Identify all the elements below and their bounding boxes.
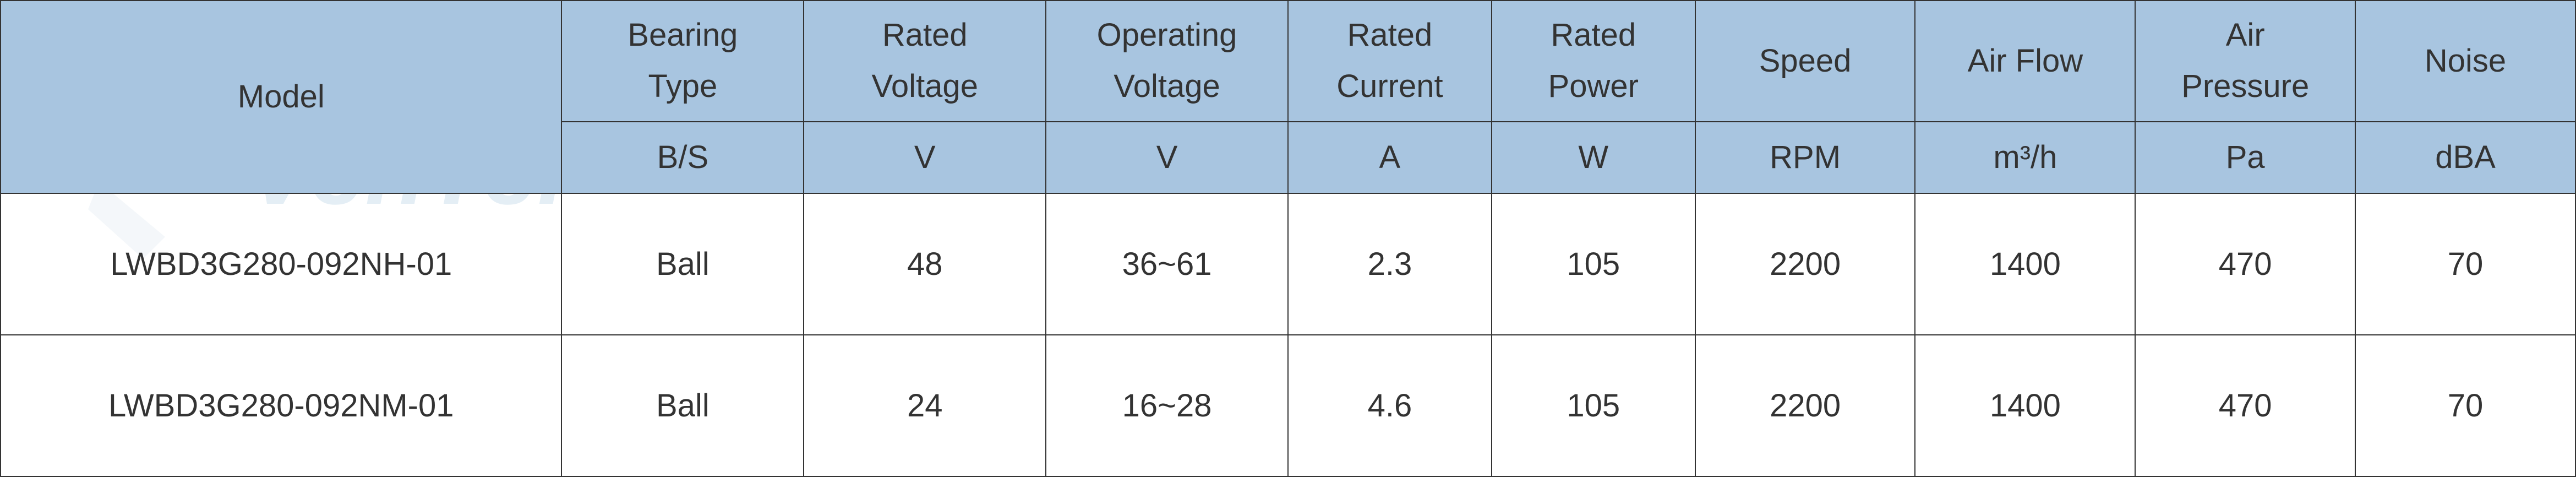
cell-operating-voltage: 36~61 bbox=[1046, 193, 1288, 335]
cell-model: LWBD3G280-092NH-01 bbox=[1, 193, 561, 335]
cell-operating-voltage: 16~28 bbox=[1046, 335, 1288, 476]
cell-rated-power: 105 bbox=[1492, 193, 1695, 335]
header-bearing-type: BearingType bbox=[561, 1, 804, 122]
header-rated-voltage: RatedVoltage bbox=[804, 1, 1046, 122]
cell-rated-voltage: 24 bbox=[804, 335, 1046, 476]
unit-noise: dBA bbox=[2355, 122, 2575, 193]
unit-air-pressure: Pa bbox=[2135, 122, 2355, 193]
spec-table: Model BearingType RatedVoltage Operating… bbox=[0, 0, 2576, 477]
unit-speed: RPM bbox=[1695, 122, 1915, 193]
table-row: LWBD3G280-092NH-01 Ball 48 36~61 2.3 105… bbox=[1, 193, 2575, 335]
cell-noise: 70 bbox=[2355, 193, 2575, 335]
unit-bearing-type: B/S bbox=[561, 122, 804, 193]
cell-rated-voltage: 48 bbox=[804, 193, 1046, 335]
cell-rated-power: 105 bbox=[1492, 335, 1695, 476]
unit-rated-current: A bbox=[1288, 122, 1492, 193]
cell-model: LWBD3G280-092NM-01 bbox=[1, 335, 561, 476]
cell-air-flow: 1400 bbox=[1915, 193, 2135, 335]
header-model: Model bbox=[1, 1, 561, 193]
header-operating-voltage: OperatingVoltage bbox=[1046, 1, 1288, 122]
header-rated-power: RatedPower bbox=[1492, 1, 1695, 122]
cell-speed: 2200 bbox=[1695, 193, 1915, 335]
cell-noise: 70 bbox=[2355, 335, 2575, 476]
cell-rated-current: 2.3 bbox=[1288, 193, 1492, 335]
header-rated-current: RatedCurrent bbox=[1288, 1, 1492, 122]
cell-bearing-type: Ball bbox=[561, 335, 804, 476]
cell-speed: 2200 bbox=[1695, 335, 1915, 476]
cell-air-flow: 1400 bbox=[1915, 335, 2135, 476]
unit-rated-voltage: V bbox=[804, 122, 1046, 193]
cell-air-pressure: 470 bbox=[2135, 335, 2355, 476]
unit-operating-voltage: V bbox=[1046, 122, 1288, 193]
unit-air-flow: m³/h bbox=[1915, 122, 2135, 193]
header-air-pressure: AirPressure bbox=[2135, 1, 2355, 122]
cell-rated-current: 4.6 bbox=[1288, 335, 1492, 476]
header-noise: Noise bbox=[2355, 1, 2575, 122]
header-air-flow: Air Flow bbox=[1915, 1, 2135, 122]
table-row: LWBD3G280-092NM-01 Ball 24 16~28 4.6 105… bbox=[1, 335, 2575, 476]
cell-bearing-type: Ball bbox=[561, 193, 804, 335]
cell-air-pressure: 470 bbox=[2135, 193, 2355, 335]
header-speed: Speed bbox=[1695, 1, 1915, 122]
unit-rated-power: W bbox=[1492, 122, 1695, 193]
